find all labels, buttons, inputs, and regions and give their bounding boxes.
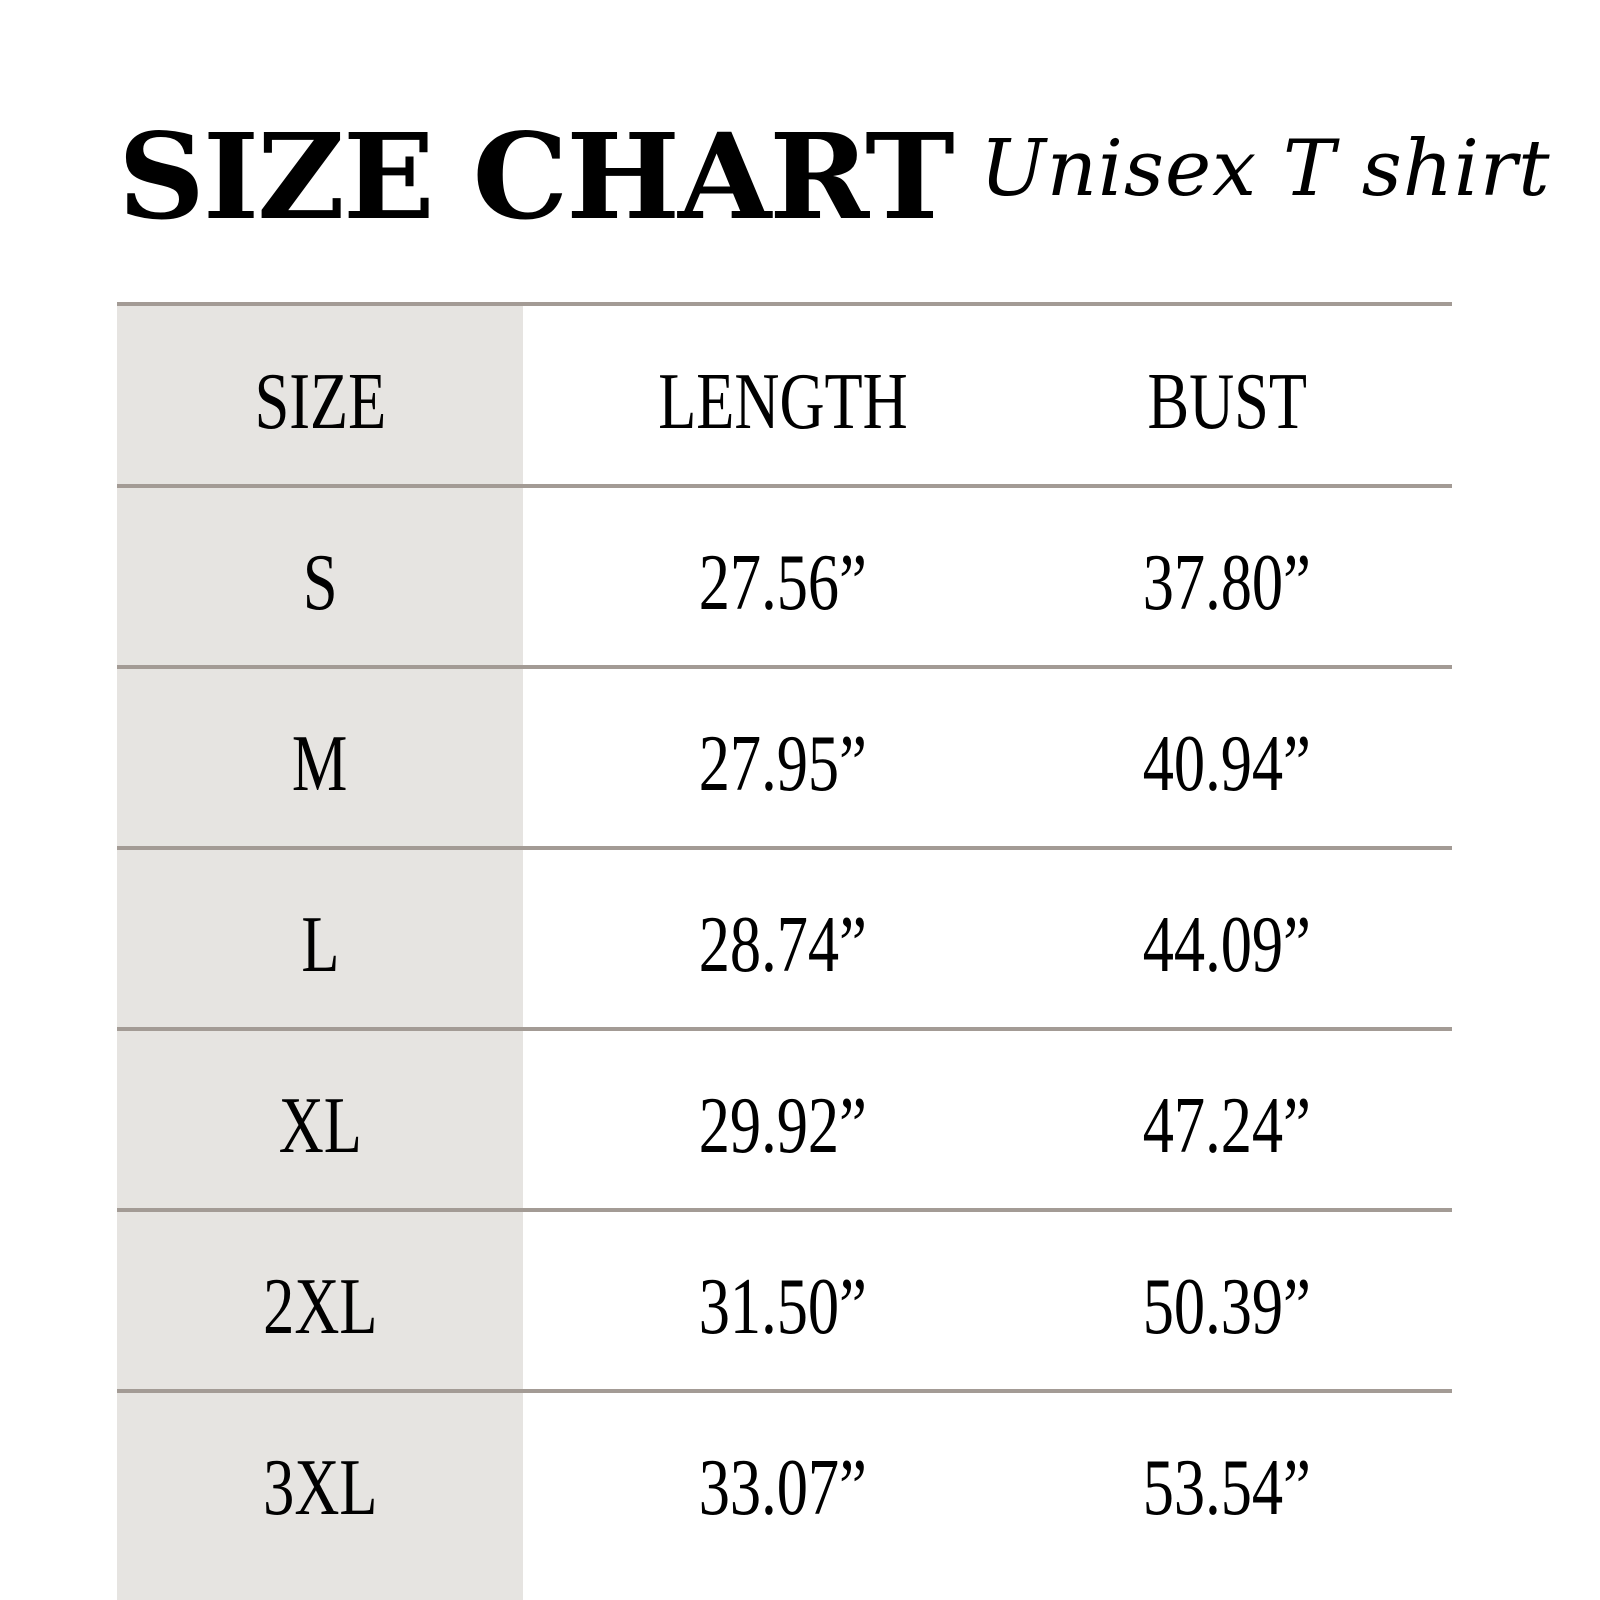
table-cell: 2XL: [120, 1267, 520, 1347]
table-cell: 29.92”: [583, 1086, 983, 1166]
row-divider: [117, 484, 1452, 488]
column-header: LENGTH: [583, 362, 983, 442]
table-cell-text: 53.54”: [1142, 1444, 1312, 1532]
table-cell: 50.39”: [1027, 1267, 1427, 1347]
row-divider: [117, 1208, 1452, 1212]
row-divider: [117, 665, 1452, 669]
table-cell-text: 29.92”: [698, 1082, 868, 1170]
table-cell: 40.94”: [1027, 724, 1427, 804]
table-cell: S: [120, 543, 520, 623]
table-cell: 47.24”: [1027, 1086, 1427, 1166]
table-cell: 33.07”: [583, 1448, 983, 1528]
row-divider: [117, 846, 1452, 850]
table-cell-text: M: [292, 720, 348, 808]
table-cell: 44.09”: [1027, 905, 1427, 985]
table-cell-text: 27.95”: [698, 720, 868, 808]
table-cell: 3XL: [120, 1448, 520, 1528]
table-cell: 31.50”: [583, 1267, 983, 1347]
page-subtitle: Unisex T shirt: [980, 124, 1551, 214]
table-cell: 37.80”: [1027, 543, 1427, 623]
table-cell-text: 50.39”: [1142, 1263, 1312, 1351]
table-cell-text: XL: [278, 1082, 362, 1170]
table-cell: L: [120, 905, 520, 985]
table-cell-text: 47.24”: [1142, 1082, 1312, 1170]
row-divider: [117, 302, 1452, 306]
table-cell: 27.56”: [583, 543, 983, 623]
table-cell-text: 3XL: [262, 1444, 378, 1532]
table-cell-text: 31.50”: [698, 1263, 868, 1351]
table-cell-text: 40.94”: [1142, 720, 1312, 808]
table-cell-text: 28.74”: [698, 901, 868, 989]
table-cell-text: 44.09”: [1142, 901, 1312, 989]
table-cell: 28.74”: [583, 905, 983, 985]
table-cell-text: L: [300, 901, 340, 989]
column-header: BUST: [1027, 362, 1427, 442]
column-header-text: SIZE: [254, 358, 386, 446]
column-header-text: BUST: [1147, 358, 1307, 446]
size-column-background: [117, 305, 523, 1600]
column-header: SIZE: [120, 362, 520, 442]
table-cell-text: 37.80”: [1142, 539, 1312, 627]
column-header-text: LENGTH: [658, 358, 908, 446]
table-cell-text: 2XL: [262, 1263, 378, 1351]
row-divider: [117, 1389, 1452, 1393]
table-cell: XL: [120, 1086, 520, 1166]
table-cell: 53.54”: [1027, 1448, 1427, 1528]
table-cell: 27.95”: [583, 724, 983, 804]
table-cell-text: 33.07”: [698, 1444, 868, 1532]
table-cell-text: 27.56”: [698, 539, 868, 627]
page-title: SIZE CHART: [118, 107, 955, 246]
table-cell-text: S: [302, 539, 338, 627]
row-divider: [117, 1027, 1452, 1031]
table-cell: M: [120, 724, 520, 804]
